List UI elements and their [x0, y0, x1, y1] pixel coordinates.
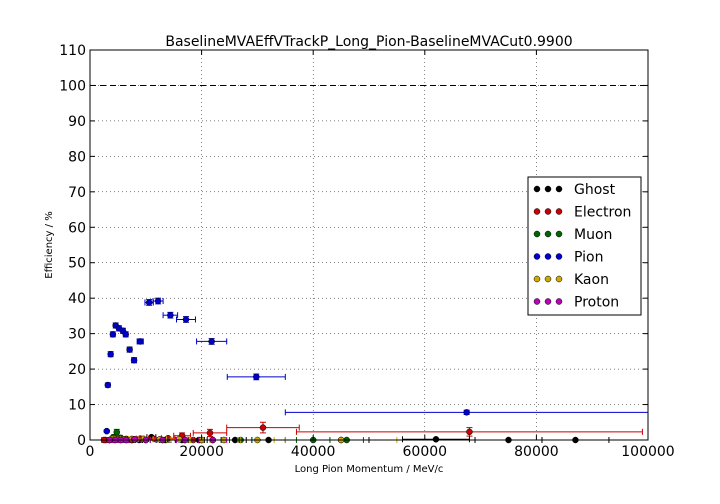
y-tick-label: 50 [68, 256, 86, 272]
y-tick-label: 80 [68, 149, 86, 165]
x-axis-label: Long Pion Momentum / MeV/c [295, 464, 444, 475]
data-series [100, 297, 649, 444]
data-point-pion [107, 350, 114, 358]
legend-entry-pion: Pion [533, 250, 603, 266]
data-point-pion [130, 356, 138, 364]
legend-entry-muon: Muon [533, 227, 612, 243]
x-tick-label: 60000 [403, 444, 448, 460]
data-point-pion [136, 338, 144, 345]
x-tick-label: 20000 [179, 444, 224, 460]
data-point-kaon [176, 436, 183, 443]
data-point-pion [104, 381, 112, 389]
legend-entry-electron: Electron [533, 205, 631, 221]
data-point-pion [122, 331, 129, 338]
legend-label: Proton [574, 295, 619, 311]
y-tick-label: 60 [68, 220, 86, 236]
legend-marker [555, 275, 563, 283]
legend-marker [533, 298, 541, 305]
series-pion [103, 297, 649, 435]
data-point-electron [466, 428, 473, 436]
data-point-pion [253, 373, 260, 381]
plot-frame [89, 49, 649, 441]
data-point-ghost [432, 436, 440, 443]
data-point-pion [109, 331, 117, 338]
data-point-pion [167, 311, 174, 319]
legend-entry-proton: Proton [533, 295, 619, 311]
legend-marker [555, 230, 563, 238]
legend-label: Kaon [574, 272, 609, 288]
data-point-proton [131, 436, 138, 443]
y-tick-label: 110 [59, 43, 86, 59]
legend-entry-ghost: Ghost [533, 182, 616, 198]
legend-marker [544, 253, 552, 260]
legend-marker [544, 185, 552, 193]
legend-label: Ghost [574, 182, 616, 198]
chart-title: BaselineMVAEffVTrackP_Long_Pion-Baseline… [165, 34, 572, 50]
legend-marker [555, 253, 563, 260]
data-point-muon [113, 428, 121, 436]
data-point-pion [182, 316, 190, 323]
legend-label: Pion [574, 250, 603, 266]
legend: Ghost Electron Muon Pion Kaon Proton [527, 176, 642, 316]
y-tick-label: 10 [68, 398, 86, 414]
y-tick-label: 90 [68, 114, 86, 130]
x-tick-label: 40000 [291, 444, 336, 460]
legend-marker [544, 298, 552, 305]
legend-marker [544, 230, 552, 238]
data-point-pion [145, 299, 153, 306]
axis-ticks: 0 20000 40000 60000 80000 100000 0 10 20 30 40 50 60… [59, 43, 674, 460]
legend-marker [533, 275, 541, 283]
legend-label: Muon [574, 227, 612, 243]
y-tick-label: 20 [68, 362, 86, 378]
y-tick-label: 100 [59, 78, 86, 94]
legend-marker [533, 230, 541, 238]
data-point-electron [206, 429, 214, 437]
legend-entry-kaon: Kaon [533, 272, 609, 288]
y-tick-label: 70 [68, 185, 86, 201]
legend-frame [527, 176, 642, 316]
legend-marker [555, 185, 563, 193]
y-tick-label: 0 [77, 433, 86, 449]
legend-marker [544, 208, 552, 215]
x-tick-label: 0 [86, 444, 95, 460]
data-point-pion [463, 409, 470, 416]
data-point-electron [259, 424, 267, 431]
data-point-pion [126, 346, 133, 353]
legend-marker [555, 298, 563, 305]
data-point-pion [154, 297, 162, 305]
y-tick-label: 30 [68, 327, 86, 343]
legend-marker [533, 208, 541, 215]
y-axis-label: Efficiency / % [44, 211, 55, 278]
legend-marker [544, 275, 552, 283]
x-tick-label: 80000 [514, 444, 559, 460]
data-point-pion [103, 427, 110, 435]
x-tick-label: 100000 [621, 444, 674, 460]
legend-marker [555, 208, 563, 215]
y-tick-label: 40 [68, 291, 86, 307]
data-point-pion [208, 338, 215, 345]
legend-label: Electron [574, 205, 631, 221]
legend-marker [533, 253, 541, 260]
legend-marker [533, 185, 541, 193]
